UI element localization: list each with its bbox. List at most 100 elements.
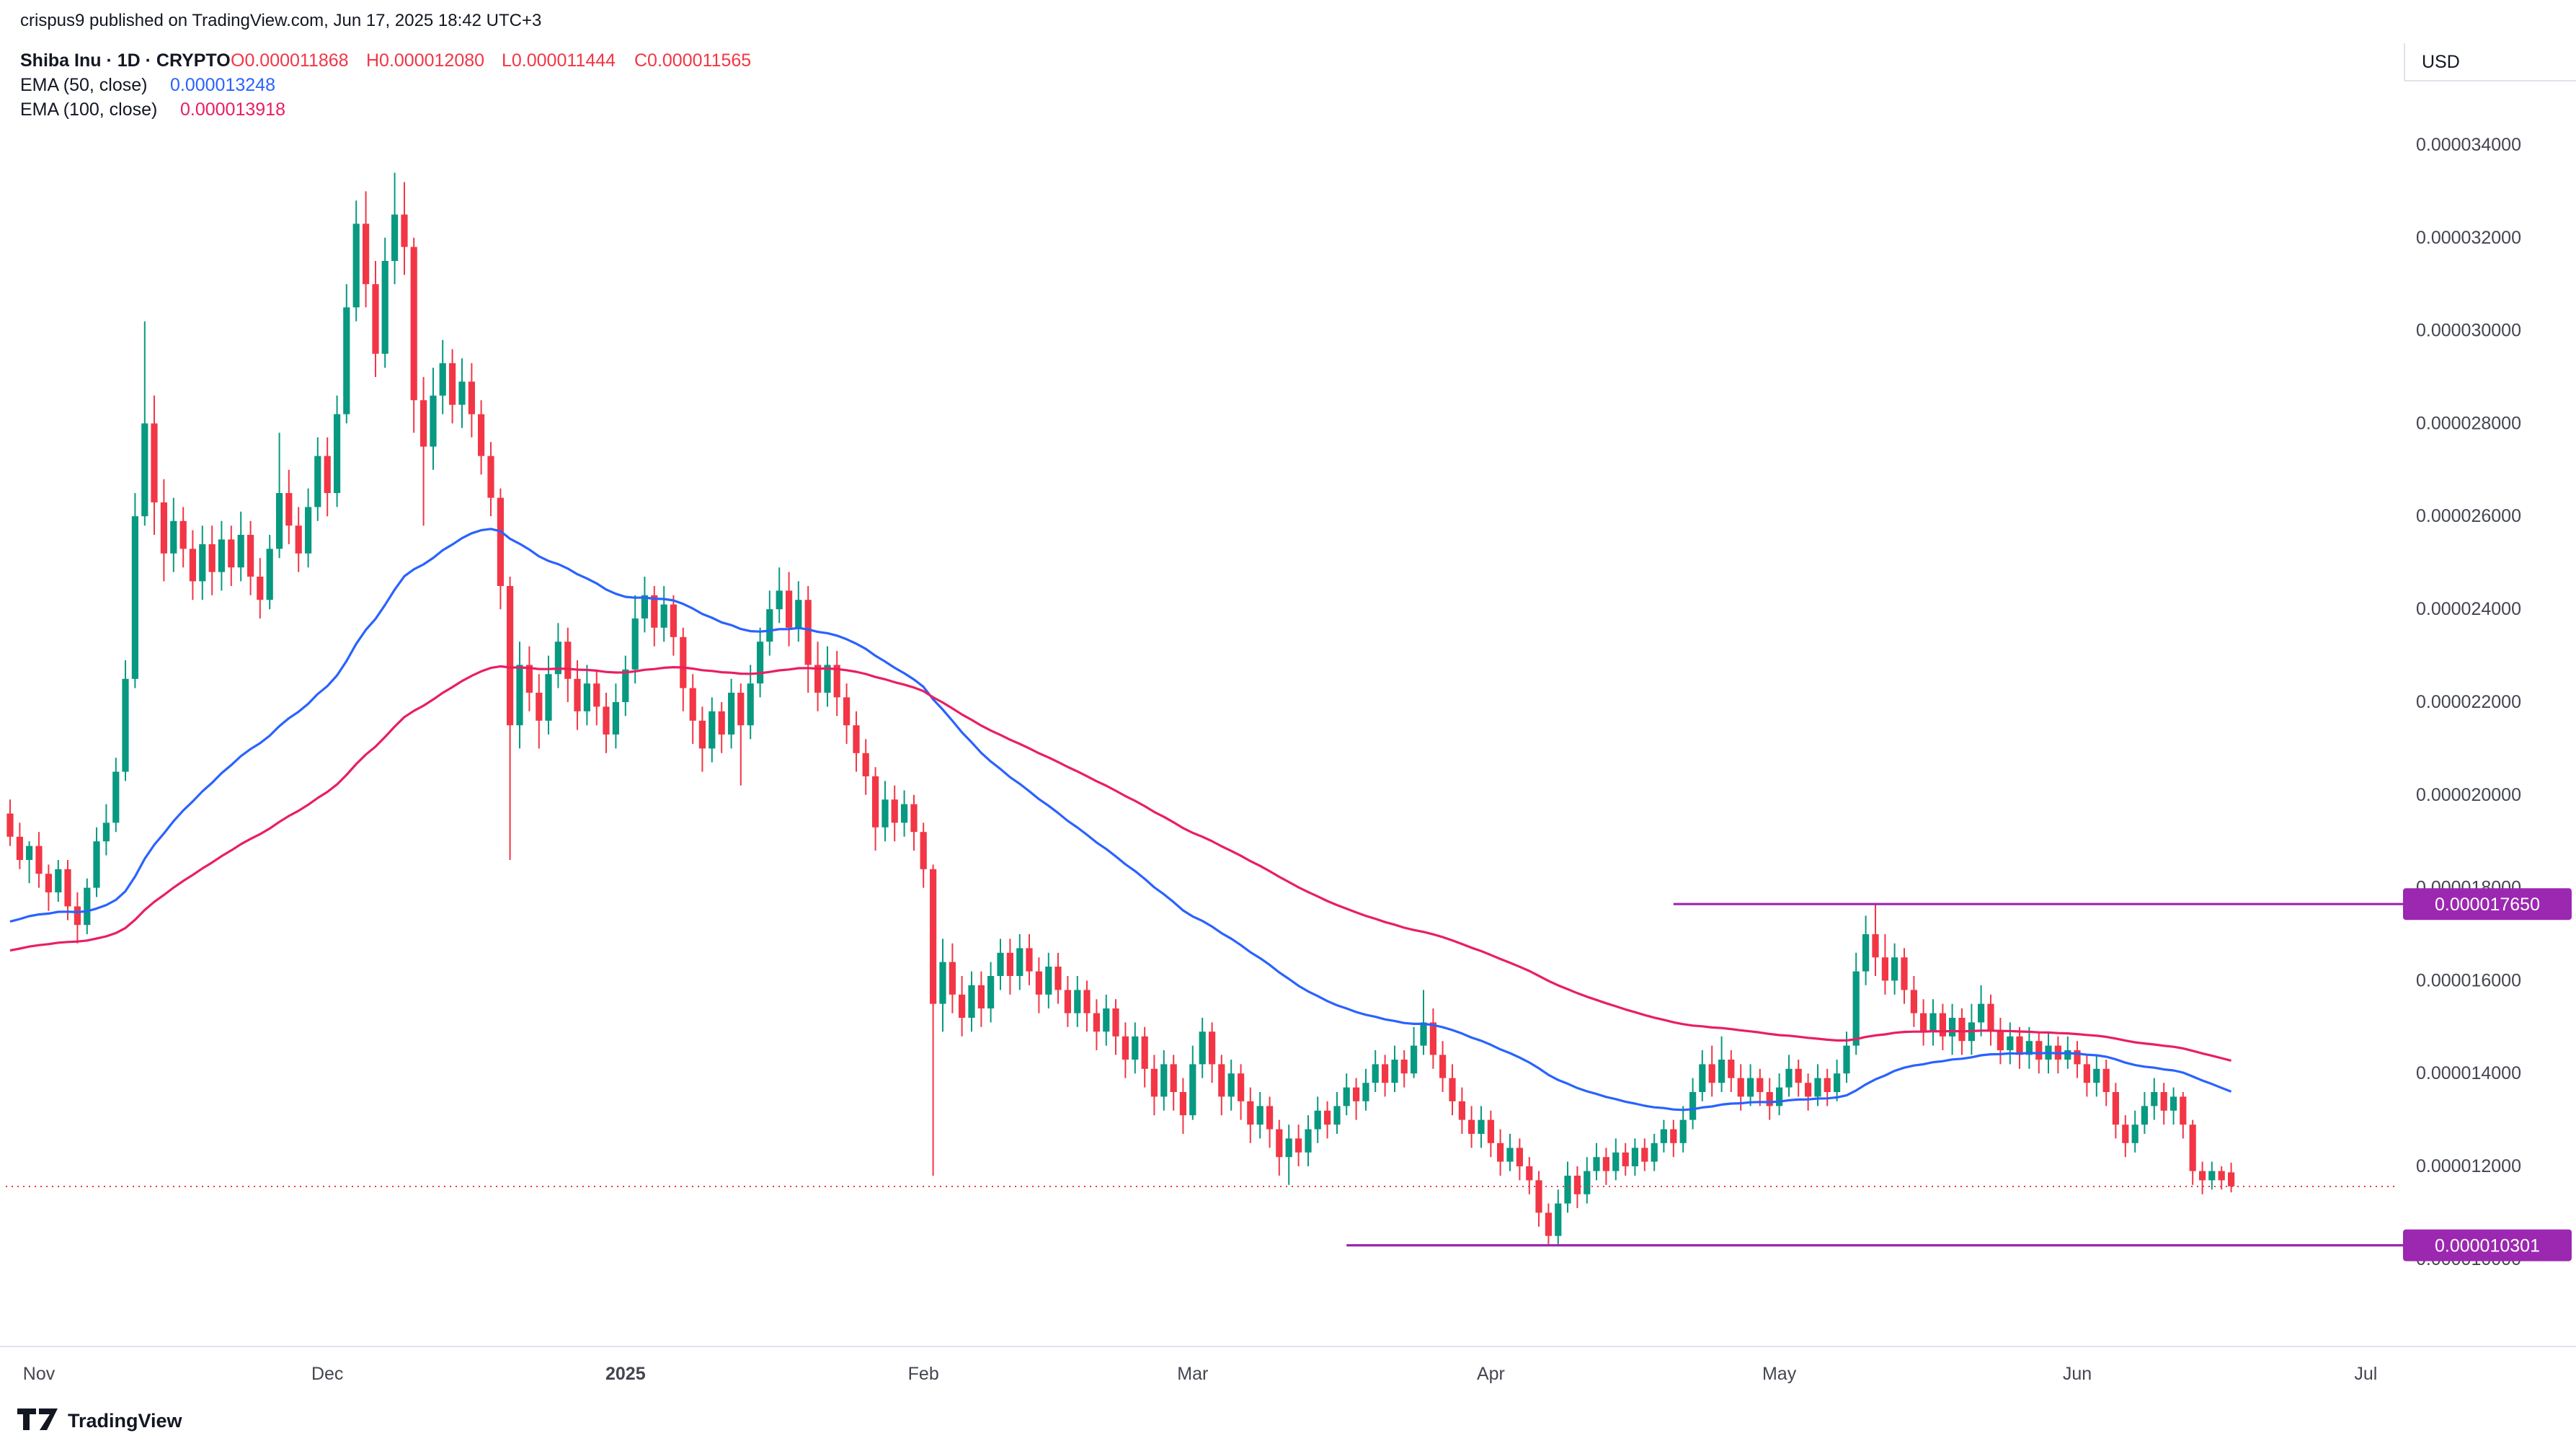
candle-down [2189,1124,2196,1171]
candle-down [16,836,23,860]
candle-up [1189,1064,1196,1116]
ema-100-line [9,665,2231,1062]
candle-up [1478,1119,1485,1134]
candle-down [497,497,504,586]
candle-down [593,683,600,707]
ohlc-close: C0.000011565 [634,50,751,71]
candle-up [1074,990,1081,1013]
candle-down [1324,1110,1331,1125]
candle-down [814,665,822,693]
candle-up [334,414,341,493]
tradingview-logo[interactable]: TradingView [17,1408,183,1432]
candle-down [420,400,427,447]
candle-down [2228,1172,2235,1186]
candle-up [1689,1092,1697,1120]
candle-down [2112,1092,2119,1125]
candle-up [1160,1064,1168,1097]
candle-up [1776,1087,1783,1106]
candle-down [2160,1092,2167,1111]
ohlc-low: L0.000011444 [502,50,616,71]
price-tick-label: 0.000024000 [2416,599,2521,619]
candle-up [1747,1078,1754,1097]
resistance-price-tag [2403,888,2572,920]
candle-down [1353,1087,1360,1101]
candle-down [1035,971,1042,995]
candle-up [1506,1148,1514,1162]
candle-down [1295,1138,1302,1153]
candle-up [1372,1064,1379,1083]
candle-down [1238,1073,1245,1101]
candle-down [680,636,687,688]
tradingview-logo-text: TradingView [68,1410,183,1432]
price-tick-label: 0.000022000 [2416,692,2521,712]
candle-down [1179,1092,1186,1116]
candle-up [2093,1068,2100,1083]
time-tick-label: Nov [23,1364,55,1384]
candle-down [1054,967,1062,990]
price-tick-label: 0.000016000 [2416,970,2521,990]
ema100-label[interactable]: EMA (100, close) [20,99,157,120]
candle-down [468,381,475,414]
candle-down [737,693,745,726]
candle-down [853,725,860,753]
candle-down [1218,1064,1225,1097]
candle-down [920,832,927,869]
candle-up [1631,1148,1638,1166]
candle-down [574,678,581,711]
candle-down [1400,1060,1408,1074]
candle-up [1718,1060,1726,1083]
candle-up [766,609,773,642]
time-axis[interactable]: Nov Dec 2025 Feb Mar Apr May Jun Jul [23,1364,2378,1384]
candle-up [458,381,466,405]
candle-up [141,423,148,517]
candle-up [1314,1110,1321,1130]
candle-down [2199,1171,2206,1181]
resistance-price-tag-label: 0.000017650 [2435,895,2540,915]
candle-down [151,423,158,502]
candle-down [1150,1068,1158,1097]
candle-down [1093,1013,1100,1032]
candle-up [1045,967,1052,995]
symbol-title[interactable]: Shiba Inu · 1D · CRYPTO [20,50,231,71]
candle-down [45,874,52,892]
candle-up [747,683,754,726]
candle-up [660,604,667,628]
candle-up [1843,1045,1850,1074]
candle-up [997,952,1004,976]
time-tick-label: Mar [1177,1364,1208,1384]
candle-down [1958,1018,1966,1042]
candle-down [2016,1036,2023,1055]
candle-down [401,214,408,247]
candle-down [1670,1129,1677,1143]
price-tick-label: 0.000020000 [2416,785,2521,805]
candle-up [824,665,831,693]
tradingview-logo-icon [17,1408,36,1430]
candle-up [881,799,889,828]
price-axis[interactable]: 0.000034000 0.000032000 0.000030000 0.00002… [2416,135,2521,1269]
candle-down [160,502,167,554]
candle-up [1891,957,1898,981]
candle-down [1805,1083,1812,1097]
ema50-value: 0.000013248 [170,75,275,95]
candle-down [285,493,293,526]
candle-down [670,604,677,637]
ema-50-line [9,528,2232,1112]
candle-up [1016,948,1023,976]
candle-down [64,869,71,907]
candle-down [1708,1064,1715,1083]
candle-up [170,520,177,554]
candle-down [1516,1148,1523,1166]
ema50-label[interactable]: EMA (50, close) [20,75,147,95]
candle-up [2064,1050,2071,1060]
horizontal-levels[interactable]: 0.000017650 0.000010301 [1346,888,2572,1261]
candle-up [622,669,629,702]
candle-down [1824,1078,1831,1092]
candle-down [1737,1078,1744,1097]
candle-up [276,493,283,549]
candle-up [1660,1129,1667,1143]
ohlc-high: H0.000012080 [366,50,484,71]
candle-up [1814,1078,1821,1097]
candle-down [324,456,331,493]
candle-up [1103,1008,1110,1032]
